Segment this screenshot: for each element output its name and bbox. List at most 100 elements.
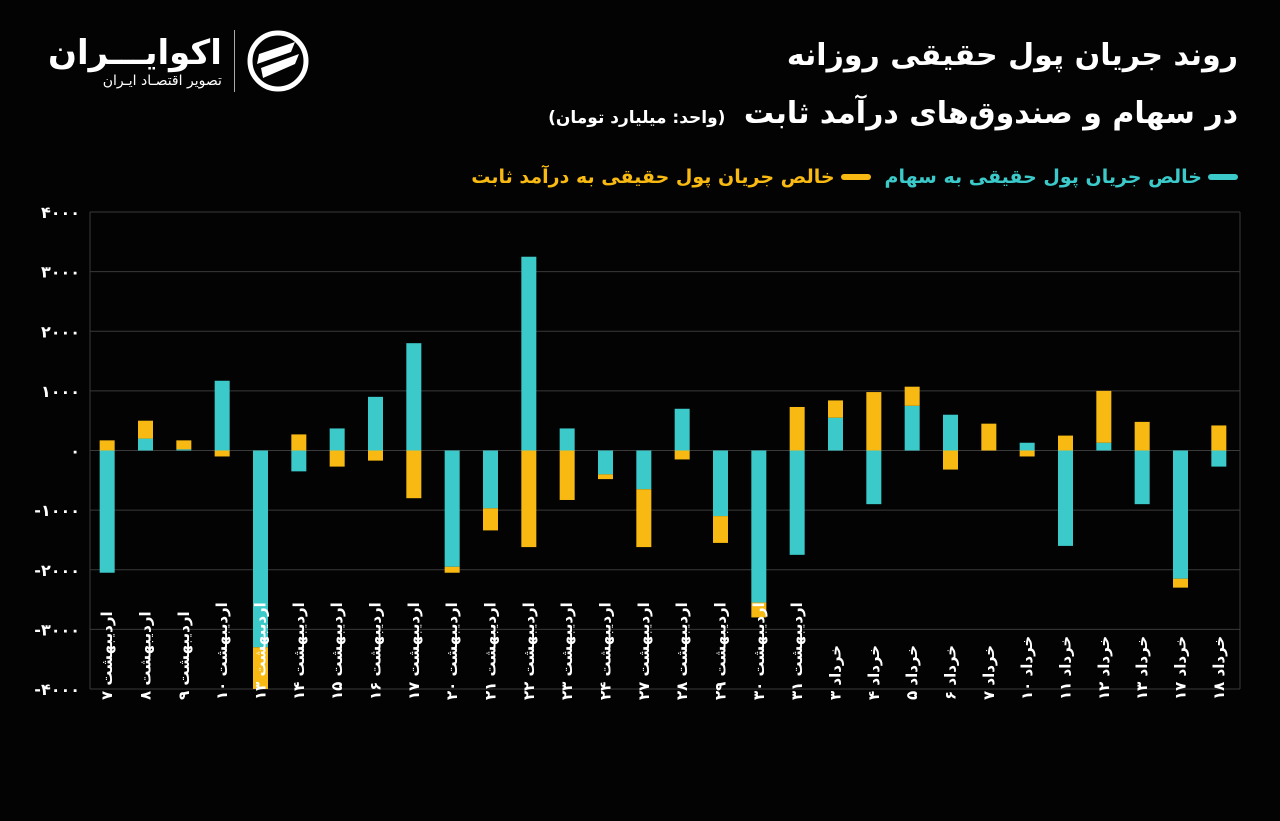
bar-stocks: [713, 450, 728, 517]
bar-fixed-income: [789, 406, 805, 451]
x-tick-label: خرداد ۱۸: [1210, 636, 1228, 700]
bar-stocks: [828, 417, 843, 451]
bar-fixed-income: [521, 450, 537, 548]
bar-fixed-income: [1019, 450, 1035, 457]
x-tick-label: خرداد ۱۱: [1057, 636, 1075, 700]
x-tick-label: اردیبهشت ۲۳: [558, 602, 576, 700]
bar-fixed-income: [406, 450, 422, 499]
x-tick-label: اردیبهشت ۸: [137, 611, 155, 700]
logo-name: اکوایـــران: [48, 33, 222, 73]
bar-stocks: [674, 408, 690, 451]
bar-stocks: [1134, 450, 1150, 505]
x-tick-label: اردیبهشت ۳۱: [788, 602, 806, 700]
bar-fixed-income: [1096, 390, 1112, 443]
x-tick-label: اردیبهشت ۲۱: [482, 602, 500, 700]
bar-fixed-income: [253, 647, 268, 689]
bar-stocks: [636, 450, 652, 490]
x-tick-label: اردیبهشت ۱۰: [213, 602, 231, 700]
legend: خالص جریان پول حقیقی به سهام خالص جریان …: [471, 166, 1238, 188]
y-tick-label: ۲۰۰۰: [41, 322, 80, 341]
legend-label-fixed-income: خالص جریان پول حقیقی به درآمد ثابت: [471, 166, 835, 188]
x-tick-label: خرداد ۱۷: [1172, 636, 1190, 700]
y-tick-label: ۰: [70, 442, 80, 461]
bar-fixed-income: [751, 602, 767, 618]
bar-stocks: [559, 428, 575, 451]
bar-fixed-income: [176, 440, 192, 450]
y-tick-label: -۴۰۰۰: [34, 680, 80, 699]
x-tick-label: خرداد ۱۲: [1095, 636, 1113, 700]
bar-stocks: [99, 450, 115, 573]
y-tick-label: -۲۰۰۰: [34, 561, 80, 580]
bar-fixed-income: [828, 400, 843, 418]
bar-stocks: [943, 414, 958, 451]
x-tick-label: اردیبهشت ۲۷: [635, 602, 653, 700]
bar-fixed-income: [636, 489, 652, 548]
x-tick-label: اردیبهشت ۱۶: [367, 602, 385, 700]
legend-swatch-fixed-income: [840, 174, 871, 180]
bar-stocks: [789, 450, 805, 555]
y-tick-label: ۱۰۰۰: [41, 382, 80, 401]
logo-text: اکوایـــران تصویر اقتصـاد ایـران: [48, 33, 222, 89]
bar-stocks: [1211, 450, 1227, 467]
bar-fixed-income: [674, 450, 690, 460]
x-tick-label: اردیبهشت ۳۰: [750, 602, 768, 700]
bar-stocks: [1096, 442, 1112, 451]
bar-stocks: [368, 396, 383, 451]
x-tick-label: اردیبهشت ۷: [98, 611, 116, 700]
bar-stocks: [521, 256, 537, 451]
bar-stocks: [214, 380, 230, 451]
logo: اکوایـــران تصویر اقتصـاد ایـران: [48, 30, 309, 92]
chart-title-line1: روند جریان پول حقیقی روزانه: [786, 38, 1238, 73]
x-tick-label: اردیبهشت ۲۲: [520, 602, 538, 700]
x-tick-label: اردیبهشت ۱۴: [290, 602, 308, 700]
logo-divider: [233, 30, 235, 92]
legend-label-stocks: خالص جریان پول حقیقی به سهام: [884, 166, 1202, 188]
bar-fixed-income: [329, 450, 345, 467]
legend-item-stocks: خالص جریان پول حقیقی به سهام: [885, 166, 1238, 188]
bar-stocks: [291, 450, 307, 472]
x-tick-label: اردیبهشت ۱۳: [252, 602, 270, 700]
bar-fixed-income: [483, 508, 498, 531]
bar-fixed-income: [1058, 435, 1073, 451]
bar-stocks: [406, 343, 422, 451]
bar-stocks: [866, 450, 882, 505]
x-tick-label: خرداد ۵: [903, 645, 921, 700]
ecoiran-logo-icon: [247, 30, 309, 92]
x-tick-label: اردیبهشت ۲۹: [712, 602, 730, 700]
x-tick-label: اردیبهشت ۲۴: [597, 602, 615, 700]
bar-stocks: [751, 450, 767, 603]
bar-fixed-income: [559, 450, 575, 500]
bar-fixed-income: [1211, 425, 1227, 451]
bar-fixed-income: [368, 450, 383, 461]
bar-stocks: [444, 450, 460, 567]
bar-fixed-income: [444, 566, 460, 573]
bar-fixed-income: [1134, 421, 1150, 451]
bar-fixed-income: [866, 392, 882, 451]
x-tick-label: خرداد ۳: [827, 645, 845, 700]
legend-item-fixed-income: خالص جریان پول حقیقی به درآمد ثابت: [471, 166, 871, 188]
bar-fixed-income: [214, 450, 230, 457]
x-tick-label: اردیبهشت ۱۵: [328, 602, 346, 700]
bar-stocks: [483, 450, 498, 509]
bar-stocks: [904, 405, 920, 451]
x-tick-label: خرداد ۴: [865, 645, 883, 700]
x-tick-label: اردیبهشت ۲۸: [673, 602, 691, 700]
bar-stocks: [1173, 450, 1188, 579]
y-tick-label: -۱۰۰۰: [34, 501, 80, 520]
bar-stocks: [138, 438, 153, 451]
y-tick-label: -۳۰۰۰: [34, 620, 80, 639]
x-tick-label: اردیبهشت ۱۷: [405, 602, 423, 700]
unit-label: (واحد: میلیارد تومان): [548, 108, 726, 128]
y-tick-label: ۴۰۰۰: [41, 203, 80, 222]
y-tick-label: ۳۰۰۰: [41, 263, 80, 282]
bar-stocks: [253, 450, 268, 648]
chart-title-line2-text: در سهام و صندوق‌های درآمد ثابت: [743, 96, 1238, 131]
bar-stocks: [1019, 442, 1035, 451]
bar-fixed-income: [291, 434, 307, 451]
logo-subtitle: تصویر اقتصـاد ایـران: [102, 73, 222, 89]
bar-fixed-income: [138, 420, 153, 439]
bar-fixed-income: [713, 516, 728, 543]
bar-fixed-income: [943, 450, 958, 470]
x-tick-label: خرداد ۶: [942, 645, 960, 700]
